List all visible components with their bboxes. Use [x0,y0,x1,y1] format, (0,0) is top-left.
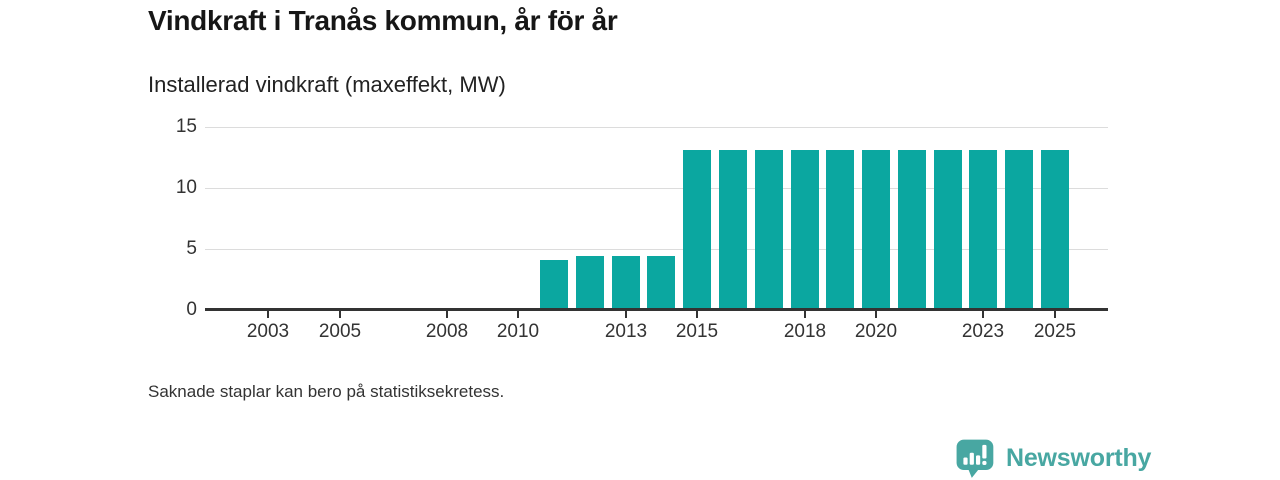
newsworthy-logo-icon [956,439,994,478]
bar-2015 [683,150,711,310]
page-title: Vindkraft i Tranås kommun, år för år [148,5,618,36]
x-axis-label-2013: 2013 [604,321,648,342]
y-axis-label-0: 0 [186,299,197,320]
newsworthy-logo: Newsworthy [955,438,1151,479]
y-axis-label-10: 10 [175,177,197,198]
x-axis-label-2008: 2008 [425,321,469,342]
x-axis-tick-2020 [875,311,877,318]
bar-2011 [540,260,568,310]
x-axis-tick-2008 [446,311,448,318]
x-axis-label-2015: 2015 [675,321,719,342]
gridline-10 [205,188,1108,189]
x-axis-tick-2005 [339,311,341,318]
x-axis-tick-2023 [982,311,984,318]
bar-2018 [791,150,819,310]
x-axis-tick-2013 [625,311,627,318]
bar-2019 [826,150,854,310]
x-axis-tick-2003 [267,311,269,318]
x-axis-tick-2010 [517,311,519,318]
x-axis-tick-2015 [696,311,698,318]
bar-2023 [969,150,997,310]
x-axis-tick-2018 [804,311,806,318]
x-axis-label-2025: 2025 [1033,321,1077,342]
bar-2025 [1041,150,1069,310]
footnote: Saknade staplar kan bero på statistiksek… [148,382,505,401]
y-axis-label-15: 15 [175,116,197,137]
bar-2013 [612,256,640,310]
bar-2016 [719,150,747,310]
x-axis-label-2010: 2010 [496,321,540,342]
x-axis-label-2003: 2003 [246,321,290,342]
bar-2017 [755,150,783,310]
newsworthy-logo-text: Newsworthy [1006,444,1152,472]
bar-2021 [898,150,926,310]
bar-2024 [1005,150,1033,310]
gridline-5 [205,249,1108,250]
x-axis-line [205,308,1108,311]
x-axis-label-2023: 2023 [961,321,1005,342]
y-axis-label-5: 5 [186,238,197,259]
bar-2014 [647,256,675,310]
bar-2020 [862,150,890,310]
x-axis-label-2020: 2020 [854,321,898,342]
bar-2012 [576,256,604,310]
gridline-15 [205,127,1108,128]
x-axis-tick-2025 [1054,311,1056,318]
bar-2022 [934,150,962,310]
x-axis-label-2005: 2005 [318,321,362,342]
x-axis-label-2018: 2018 [783,321,827,342]
chart-subtitle: Installerad vindkraft (maxeffekt, MW) [148,72,506,97]
